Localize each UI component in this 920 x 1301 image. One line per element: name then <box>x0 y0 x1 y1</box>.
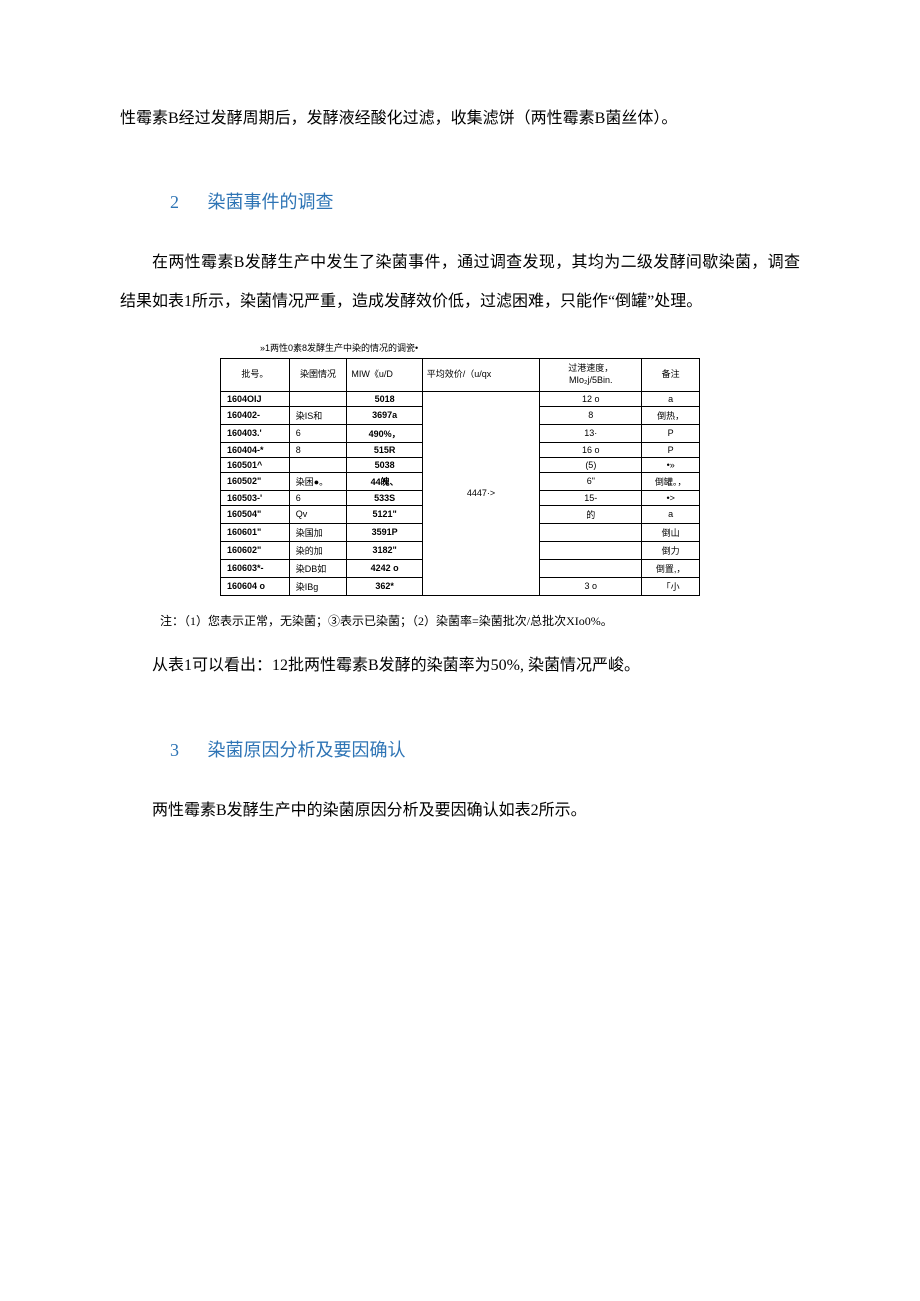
table-1-note: 注：（1）您表示正常，无染菌；③表示已染菌；（2）染菌率=染菌批次/总批次XIo… <box>160 611 760 633</box>
th-batch: 批号。 <box>221 359 290 391</box>
cell-miw: 3182" <box>347 541 422 559</box>
cell-speed: 15- <box>540 490 642 505</box>
cell-miw: 515R <box>347 442 422 457</box>
section-3-heading: 3 染菌原因分析及要因确认 <box>120 736 800 762</box>
cell-remark: 倒罐。， <box>642 472 700 490</box>
cell-miw: 4242 o <box>347 559 422 577</box>
cell-status: Qv <box>289 505 347 523</box>
cell-remark: 倒置,， <box>642 559 700 577</box>
th-status: 染圉情况 <box>289 359 347 391</box>
cell-batch: 160404-* <box>221 442 290 457</box>
section-2-heading: 2 染菌事件的调查 <box>120 188 800 214</box>
th-miw: MIW《u/D <box>347 359 422 391</box>
cell-miw: 3697a <box>347 406 422 424</box>
cell-status: 染DB如 <box>289 559 347 577</box>
cell-remark: P <box>642 442 700 457</box>
paragraph-1: 性霉素B经过发酵周期后，发酵液经酸化过滤，收集滤饼（两性霉素B菌丝体）。 <box>120 100 800 138</box>
cell-speed: 3 o <box>540 577 642 595</box>
cell-batch: 160601" <box>221 523 290 541</box>
cell-miw: 44魄、 <box>347 472 422 490</box>
cell-remark: •> <box>642 490 700 505</box>
cell-speed: 的 <box>540 505 642 523</box>
cell-remark: •» <box>642 457 700 472</box>
table-row: 1604OIJ50184447·>12 oa <box>221 391 700 406</box>
section-2-intro: 在两性霉素B发酵生产中发生了染菌事件，通过调查发现，其均为二级发酵间歇染菌，调查… <box>120 244 800 321</box>
cell-batch: 160501^ <box>221 457 290 472</box>
cell-miw: 5121" <box>347 505 422 523</box>
cell-batch: 160503-' <box>221 490 290 505</box>
cell-status: 染IBg <box>289 577 347 595</box>
cell-speed: 13· <box>540 424 642 442</box>
cell-miw: 5038 <box>347 457 422 472</box>
cell-speed: 6" <box>540 472 642 490</box>
cell-miw: 3591P <box>347 523 422 541</box>
cell-status: 染的加 <box>289 541 347 559</box>
cell-status: 8 <box>289 442 347 457</box>
table-1-wrapper: »1两性0素8发酵生产中染的情况的调瓷• 批号。 染圉情况 MIW《u/D 平均… <box>220 341 700 595</box>
cell-miw: 490%， <box>347 424 422 442</box>
table-1-conclusion: 从表1可以看出：12批两性霉素B发酵的染菌率为50%, 染菌情况严峻。 <box>120 647 800 685</box>
cell-miw: 533S <box>347 490 422 505</box>
cell-speed: (5) <box>540 457 642 472</box>
section-2-title: 染菌事件的调查 <box>208 192 334 212</box>
cell-batch: 160402- <box>221 406 290 424</box>
section-3-intro: 两性霉素B发酵生产中的染菌原因分析及要因确认如表2所示。 <box>120 792 800 830</box>
cell-remark: a <box>642 391 700 406</box>
cell-status: 染国加 <box>289 523 347 541</box>
cell-remark: 倒力 <box>642 541 700 559</box>
cell-batch: 160504" <box>221 505 290 523</box>
th-remark: 备注 <box>642 359 700 391</box>
cell-remark: 倒山 <box>642 523 700 541</box>
cell-remark: 倒热， <box>642 406 700 424</box>
cell-status <box>289 457 347 472</box>
section-3-title: 染菌原因分析及要因确认 <box>208 740 406 760</box>
section-2-number: 2 <box>170 192 179 213</box>
table-1: 批号。 染圉情况 MIW《u/D 平均效价/（u/qx 过港速度，MIo₂j/5… <box>220 358 700 595</box>
table-1-caption: »1两性0素8发酵生产中染的情况的调瓷• <box>220 341 700 354</box>
table-header-row: 批号。 染圉情况 MIW《u/D 平均效价/（u/qx 过港速度，MIo₂j/5… <box>221 359 700 391</box>
cell-speed <box>540 541 642 559</box>
cell-miw: 5018 <box>347 391 422 406</box>
cell-status: 6 <box>289 424 347 442</box>
cell-batch: 160603*- <box>221 559 290 577</box>
section-3-number: 3 <box>170 740 179 761</box>
cell-miw: 362* <box>347 577 422 595</box>
cell-avg: 4447·> <box>422 391 540 595</box>
cell-speed <box>540 523 642 541</box>
cell-speed: 12 o <box>540 391 642 406</box>
cell-status: 染IS和 <box>289 406 347 424</box>
cell-remark: a <box>642 505 700 523</box>
cell-speed: 8 <box>540 406 642 424</box>
cell-batch: 160602" <box>221 541 290 559</box>
cell-status: 6 <box>289 490 347 505</box>
th-avg: 平均效价/（u/qx <box>422 359 540 391</box>
cell-batch: 1604OIJ <box>221 391 290 406</box>
cell-remark: P <box>642 424 700 442</box>
cell-batch: 160502" <box>221 472 290 490</box>
cell-speed: 16 o <box>540 442 642 457</box>
cell-batch: 160403.' <box>221 424 290 442</box>
cell-batch: 160604 o <box>221 577 290 595</box>
cell-status: 染困●。 <box>289 472 347 490</box>
cell-remark: 「小 <box>642 577 700 595</box>
th-speed: 过港速度，MIo₂j/5Bin. <box>540 359 642 391</box>
th-speed-line1: 过港速度，MIo₂j/5Bin. <box>568 363 613 385</box>
cell-speed <box>540 559 642 577</box>
cell-status <box>289 391 347 406</box>
